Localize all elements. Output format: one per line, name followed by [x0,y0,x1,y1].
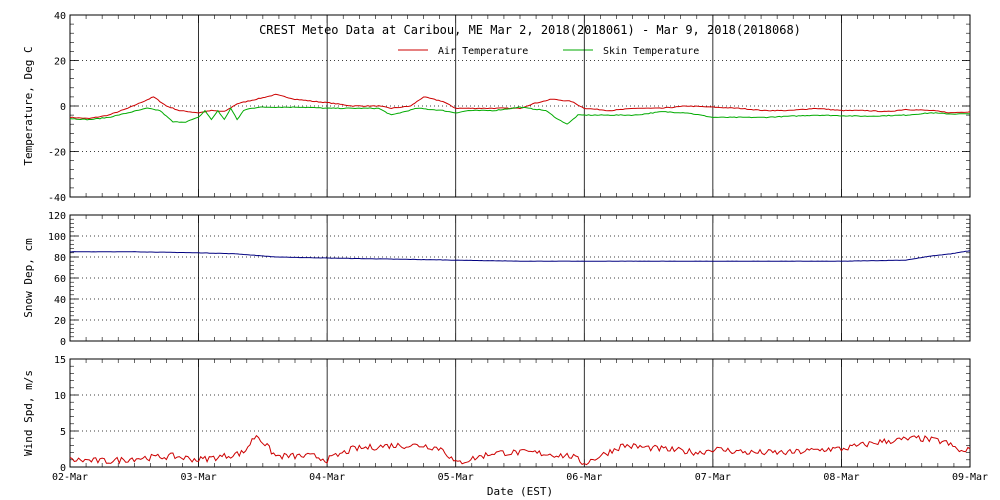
y-tick-label: 0 [60,102,66,113]
x-tick-label: 06-Mar [566,472,602,483]
y-tick-label: 5 [60,427,66,438]
y-tick-label: -20 [48,148,66,159]
legend-label: Skin Temperature [603,46,699,57]
legend-label: Air Temperature [438,46,528,57]
panel-3: 0 5 10 15 Wind Spd, m/s 02-Mar 03-Mar 04-Mar 05-… [22,355,988,483]
x-axis-title: Date (EST) [487,485,553,498]
y-tick-label: 40 [54,11,66,22]
x-tick-label: 07-Mar [695,472,731,483]
y-tick-label: 20 [54,316,66,327]
y-tick-label: 10 [54,391,66,402]
y-tick-label: 120 [48,211,66,222]
y-tick-label: 20 [54,57,66,68]
series-line-panel3 [69,434,971,466]
y-tick-label: 100 [48,232,66,243]
x-tick-label: 02-Mar [52,472,88,483]
y-tick-label: 0 [60,337,66,348]
x-tick-label: 08-Mar [823,472,859,483]
y-tick-label: 80 [54,253,66,264]
y-axis-title: Wind Spd, m/s [22,370,35,456]
x-tick-label: 04-Mar [309,472,345,483]
x-tick-label: 09-Mar [952,472,988,483]
y-axis-title: Snow Dep, cm [22,238,35,318]
x-tick-label: 05-Mar [438,472,474,483]
series-line-skin-temperature [69,106,971,125]
legend: Air Temperature Skin Temperature [398,46,699,57]
y-tick-label: 0 [60,463,66,474]
y-axis-title: Temperature, Deg C [22,46,35,165]
y-tick-label: 60 [54,274,66,285]
chart-panels: -40 -20 0 20 40 Temperature, Deg C 0 20 40 60 80 10… [22,11,988,483]
chart-title: CREST Meteo Data at Caribou, ME Mar 2, 2… [259,23,801,37]
panel-2: 0 20 40 60 80 100 120 Snow Dep, cm [22,211,971,348]
series-line-air-temperature [69,93,971,120]
y-tick-label: -40 [48,193,66,204]
panel-1: -40 -20 0 20 40 Temperature, Deg C [22,11,971,204]
y-tick-label: 15 [54,355,66,366]
x-tick-label: 03-Mar [181,472,217,483]
y-tick-label: 40 [54,295,66,306]
series-line-panel2 [69,250,971,262]
